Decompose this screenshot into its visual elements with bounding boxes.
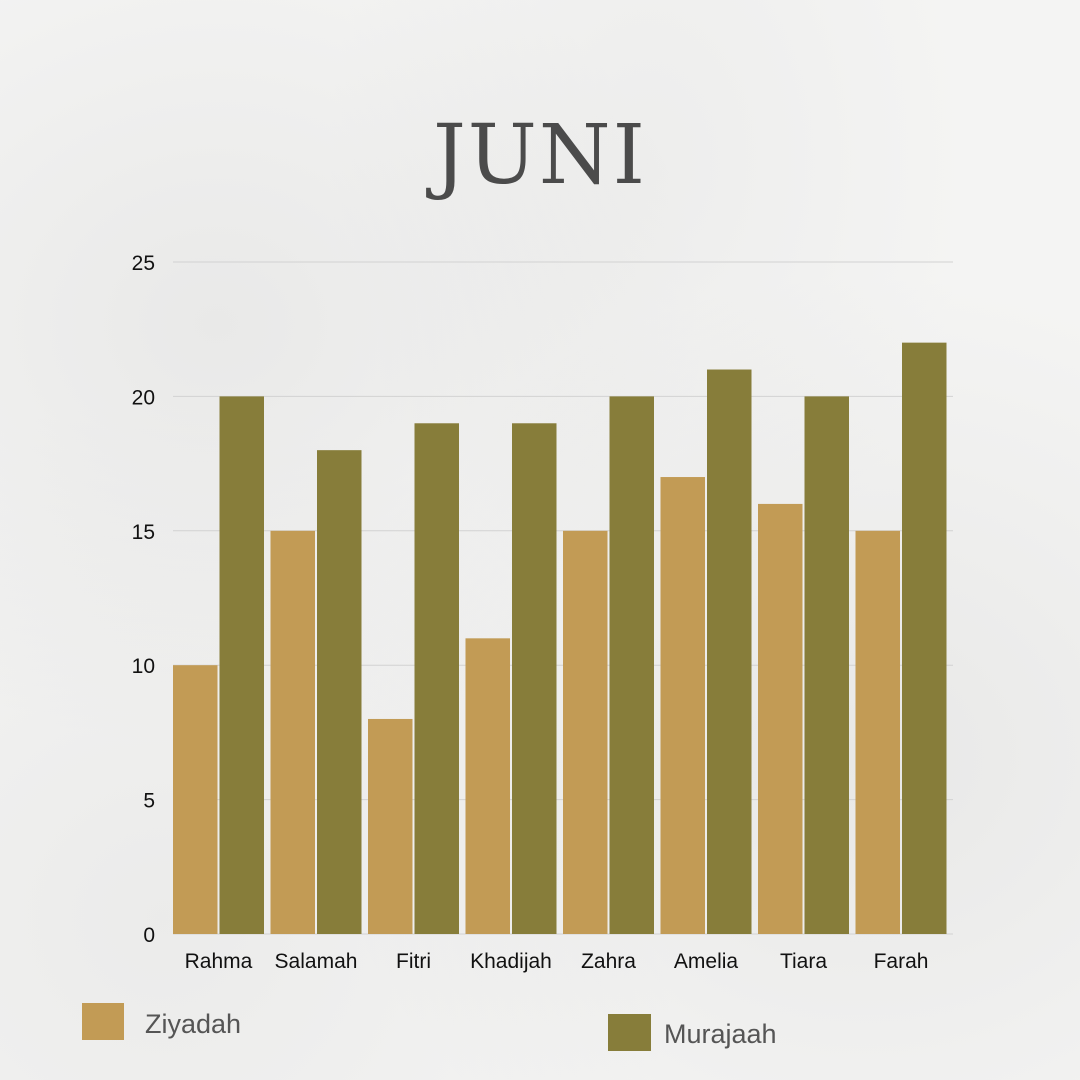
y-tick-label: 20 bbox=[132, 386, 155, 409]
bar-ziyadah-rahma bbox=[173, 665, 218, 934]
bar-ziyadah-zahra bbox=[563, 530, 608, 934]
bar-murajaah-farah bbox=[902, 342, 947, 934]
x-axis-ticks: Rahma Salamah Fitri Khadijah Zahra Amelia Tiar… bbox=[185, 950, 929, 973]
chart-title: JUNI bbox=[432, 108, 648, 203]
y-tick-label: 5 bbox=[143, 790, 155, 813]
bars bbox=[173, 342, 947, 934]
x-tick-label: Zahra bbox=[581, 950, 636, 973]
legend-swatch-ziyadah bbox=[82, 1003, 124, 1040]
x-tick-label: Khadijah bbox=[470, 950, 552, 973]
x-tick-label: Tiara bbox=[780, 950, 827, 973]
y-tick-label: 10 bbox=[132, 655, 155, 678]
bar-ziyadah-salamah bbox=[270, 530, 315, 934]
legend-label-ziyadah: Ziyadah bbox=[145, 1009, 241, 1039]
x-tick-label: Amelia bbox=[674, 950, 739, 973]
bar-ziyadah-tiara bbox=[758, 503, 803, 934]
bar-ziyadah-amelia bbox=[660, 477, 705, 934]
y-axis-ticks: 0 5 10 15 20 25 bbox=[132, 252, 155, 947]
bar-murajaah-khadijah bbox=[512, 423, 557, 934]
bar-murajaah-tiara bbox=[804, 396, 849, 934]
x-tick-label: Rahma bbox=[185, 950, 253, 973]
bar-ziyadah-farah bbox=[855, 530, 900, 934]
bar-murajaah-salamah bbox=[317, 450, 362, 934]
bar-ziyadah-fitri bbox=[368, 718, 413, 934]
legend: Ziyadah Murajaah bbox=[82, 1003, 777, 1051]
bar-murajaah-zahra bbox=[609, 396, 654, 934]
bar-murajaah-fitri bbox=[414, 423, 459, 934]
bar-ziyadah-khadijah bbox=[465, 638, 510, 934]
bar-murajaah-amelia bbox=[707, 369, 752, 934]
x-tick-label: Fitri bbox=[396, 950, 431, 973]
legend-label-murajaah: Murajaah bbox=[664, 1019, 777, 1049]
x-tick-label: Farah bbox=[874, 950, 929, 973]
x-tick-label: Salamah bbox=[275, 950, 358, 973]
bar-murajaah-rahma bbox=[219, 396, 264, 934]
y-tick-label: 25 bbox=[132, 252, 155, 275]
y-tick-label: 15 bbox=[132, 521, 155, 544]
legend-swatch-murajaah bbox=[608, 1014, 651, 1051]
y-tick-label: 0 bbox=[143, 924, 155, 947]
